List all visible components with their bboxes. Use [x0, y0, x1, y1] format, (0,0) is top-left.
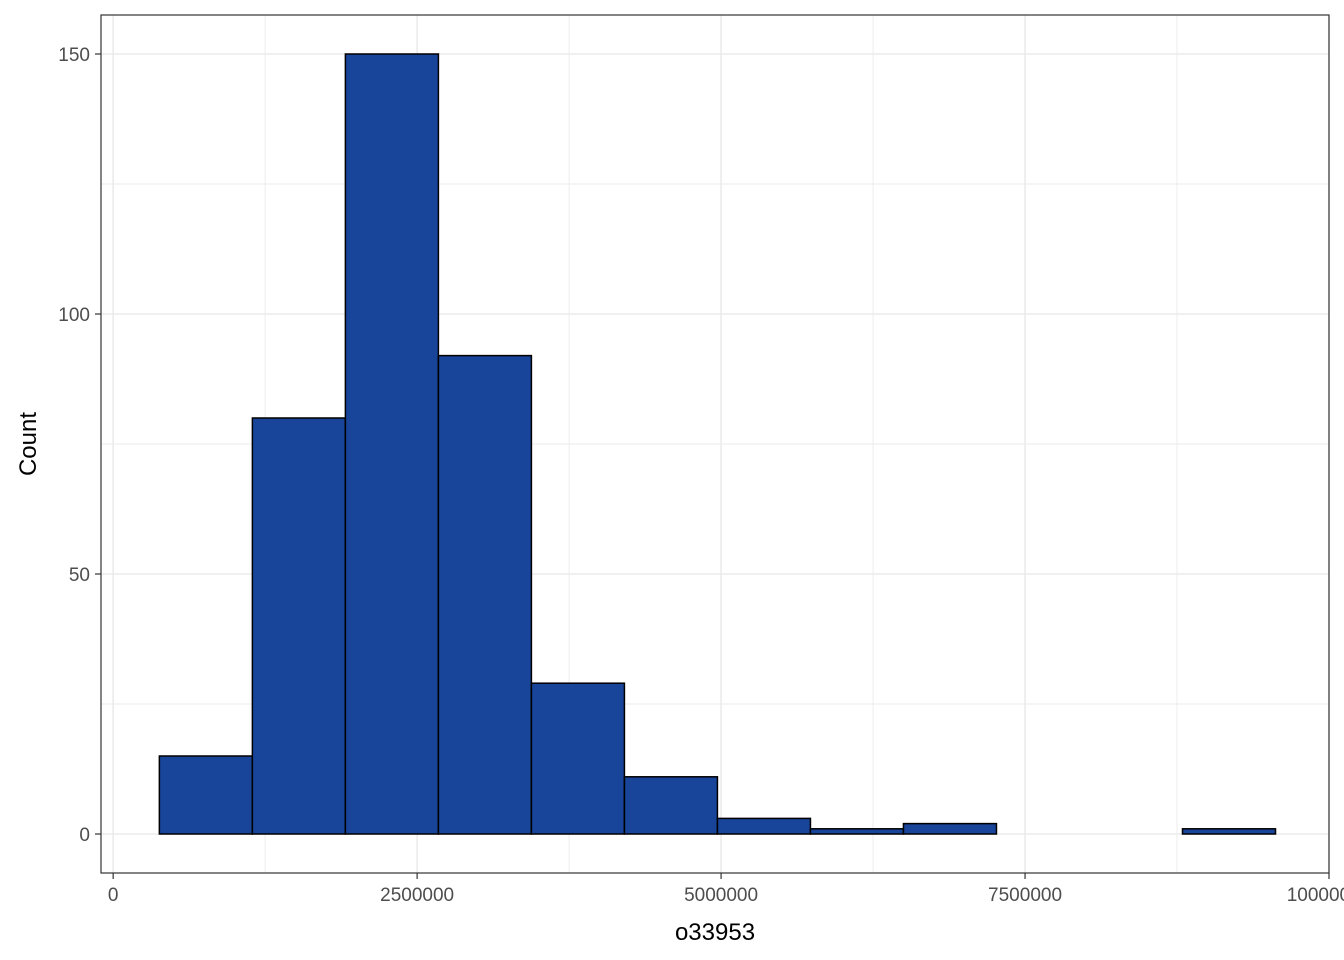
histogram-bar: [437, 354, 533, 835]
histogram-bar: [251, 417, 347, 835]
x-axis-title: o33953: [675, 919, 755, 946]
x-tick-label: 10000000: [1287, 885, 1344, 906]
y-tick-label: 150: [58, 45, 90, 66]
histogram-bar: [530, 682, 626, 835]
histogram-bar: [902, 822, 998, 835]
x-tick-label: 0: [108, 885, 119, 906]
x-tick-label: 2500000: [380, 885, 454, 906]
histogram-bar: [1181, 828, 1277, 835]
histogram-bar: [623, 776, 719, 835]
y-tick-label: 0: [79, 825, 90, 846]
axes: 0 2500000 5000000 7500000 10000000 0 50 100 150: [58, 45, 1344, 906]
x-tick-label: 7500000: [988, 885, 1062, 906]
panel-border: [100, 14, 1330, 874]
histogram-bar: [158, 755, 254, 835]
y-axis-title: Count: [15, 412, 42, 476]
histogram-bar: [344, 53, 440, 835]
histogram-bar: [809, 828, 905, 835]
y-tick-label: 50: [69, 565, 90, 586]
bars: [158, 53, 1277, 835]
y-tick-label: 100: [58, 305, 90, 326]
histogram-bar: [716, 817, 812, 835]
x-tick-label: 5000000: [684, 885, 758, 906]
